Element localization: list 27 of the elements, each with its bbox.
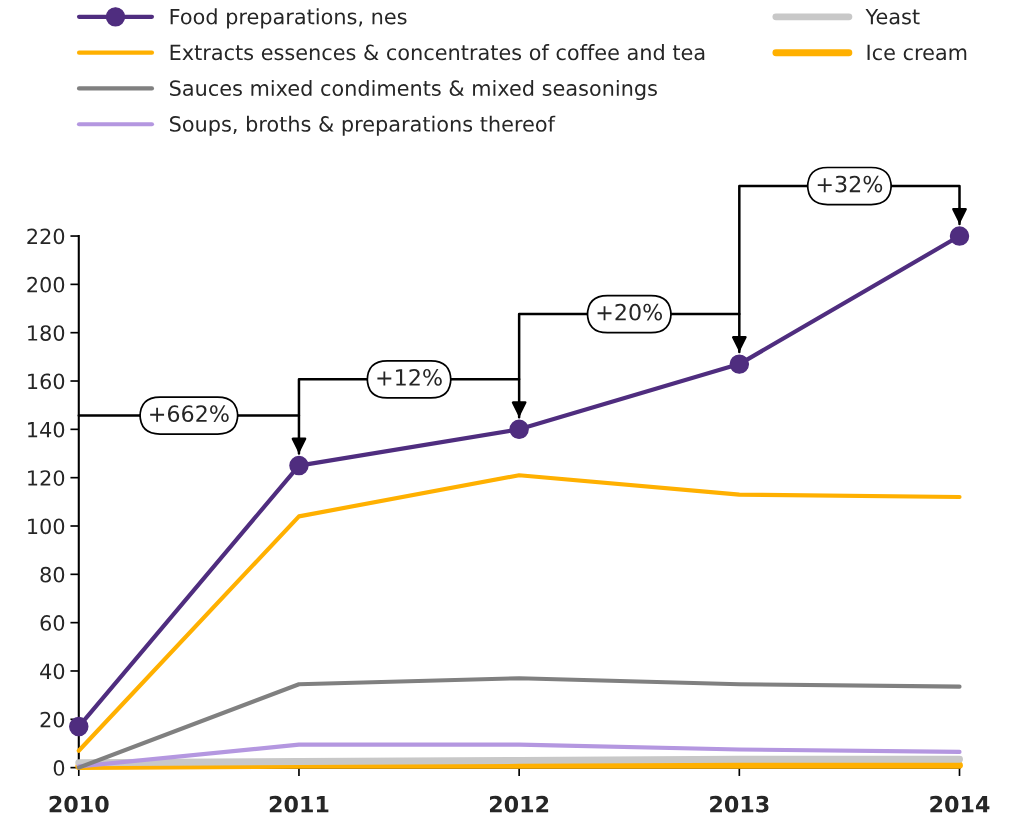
legend-label: Sauces mixed condiments & mixed seasonings — [169, 79, 657, 101]
y-tick-label: 120 — [28, 470, 65, 486]
y-tick-label: 220 — [27, 228, 65, 245]
y-tick-label: 80 — [40, 566, 65, 583]
annotation: +20% — [597, 303, 663, 321]
text: +32% — [817, 175, 883, 193]
y-tick-label: 0 — [53, 760, 65, 776]
y-tick-label: 60 — [40, 615, 65, 631]
x-tick-label: 2013 — [710, 795, 769, 813]
x-tick-label: 2011 — [269, 795, 329, 813]
x-tick-label: 2012 — [489, 795, 549, 813]
x-tick-label: 2010 — [49, 795, 109, 813]
legend-label: Food preparations, nes — [170, 8, 407, 29]
annotation: +12% — [377, 368, 442, 386]
y-tick-label: 200 — [27, 276, 65, 293]
legend-label: Extracts essences & concentrates of coffee and tea — [170, 44, 705, 61]
y-tick-label: 140 — [28, 421, 65, 438]
legend-label: Ice cream — [867, 44, 967, 61]
y-tick-label: 160 — [28, 373, 65, 390]
legend-label: Yeast — [865, 8, 920, 25]
y-tick-label: 20 — [40, 711, 65, 728]
y-tick-label: 40 — [40, 663, 65, 680]
y-tick-label: 180 — [28, 325, 65, 341]
y-tick-label: 100 — [28, 518, 65, 535]
x-tick-label: 2014 — [930, 795, 990, 813]
legend-label: Soups, broths & preparations thereof — [169, 115, 556, 136]
annotation: +662% — [150, 405, 229, 423]
